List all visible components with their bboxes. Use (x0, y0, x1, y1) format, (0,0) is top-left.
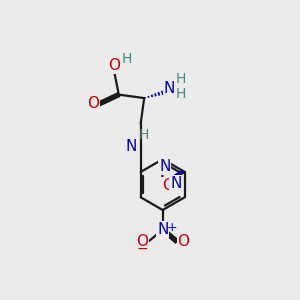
Text: H: H (139, 128, 149, 142)
Text: O: O (178, 234, 190, 249)
Text: H: H (176, 72, 186, 86)
Text: N: N (157, 222, 168, 237)
Text: +: + (167, 221, 177, 234)
Text: N: N (164, 81, 175, 96)
Text: O: O (136, 234, 148, 249)
Text: −: − (136, 242, 148, 256)
Text: H: H (176, 87, 186, 101)
Text: N: N (125, 139, 137, 154)
Text: N: N (159, 159, 170, 174)
Text: O: O (162, 178, 174, 193)
Text: N: N (170, 176, 182, 191)
Text: H: H (122, 52, 132, 66)
Text: O: O (108, 58, 120, 73)
Text: O: O (87, 96, 99, 111)
